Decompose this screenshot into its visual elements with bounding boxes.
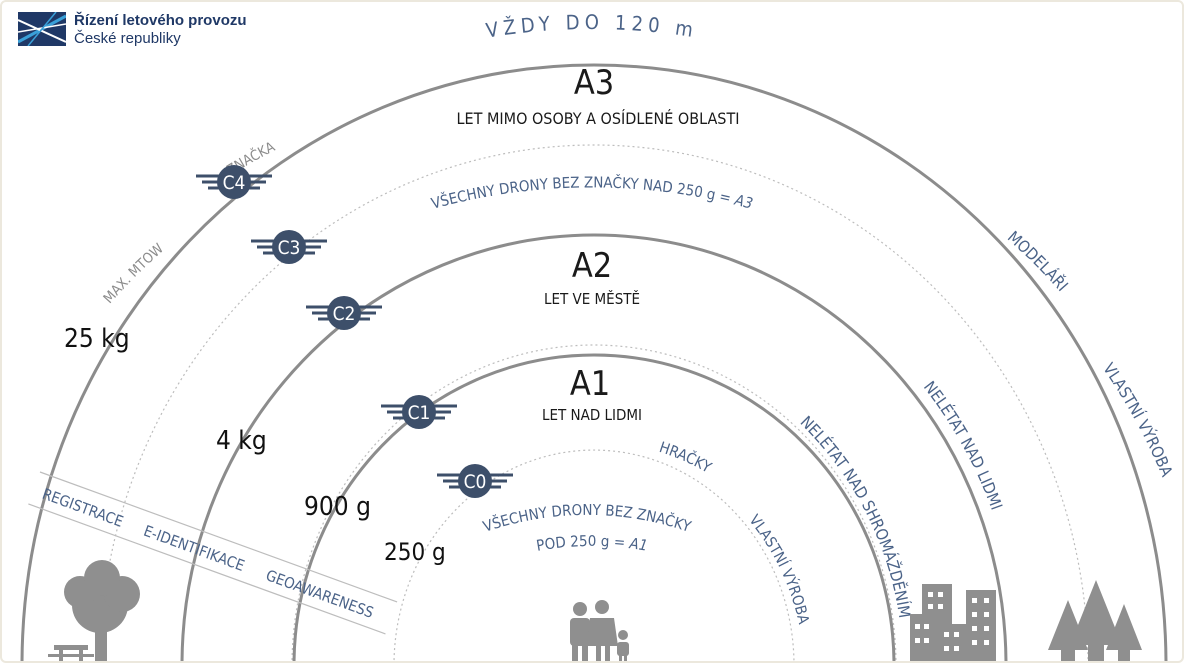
a1-title: A1 (570, 364, 610, 404)
badge-c2-label: C2 (333, 303, 356, 325)
max-mtow-label: MAX. MTOW (101, 240, 168, 306)
logo: Řízení letového provozu České republiky (18, 12, 247, 52)
weight-25kg: 25 kg (64, 324, 130, 354)
logo-line-2: České republiky (74, 30, 181, 47)
weight-4kg: 4 kg (216, 426, 267, 456)
a1-subtitle: LET NAD LIDMI (542, 406, 642, 424)
weight-250g: 250 g (384, 538, 446, 566)
a3-subtitle: LET MIMO OSOBY A OSÍDLENÉ OBLASTI (457, 109, 740, 128)
a2-subtitle: LET VE MĚSTĚ (544, 289, 640, 308)
note-a3: VŠECHNY DRONY BEZ ZNAČKY NAD 250 g = A3 (429, 173, 755, 213)
vlastni-vyroba-outer-label: VLASTNÍ VÝROBA (1099, 359, 1176, 479)
arc-a1 (292, 353, 896, 661)
city-buildings-icon (910, 584, 996, 661)
badge-c1-label: C1 (408, 402, 431, 424)
req-geoawareness: GEOAWARENESS (263, 566, 376, 622)
vlastni-vyroba-inner-label: VLASTNÍ VÝROBA (746, 511, 813, 626)
ceiling-label: VŽDY DO 120 m (484, 10, 699, 43)
badge-c4-label: C4 (223, 172, 246, 194)
badge-c4: C4 (196, 165, 272, 199)
weight-900g: 900 g (304, 492, 371, 522)
note-a1-line-2: POD 250 g = A1 (535, 532, 649, 555)
logo-text: Řízení letového provozu České republiky (74, 12, 247, 48)
hracky-label: HRAČKY (657, 438, 715, 477)
a3-title: A3 (574, 63, 614, 103)
badge-c1: C1 (381, 395, 457, 429)
neletat-nad-lidmi-label: NELÉTAT NAD LIDMI (920, 378, 1006, 513)
arc-a3-outer (20, 63, 1168, 661)
badge-c0-label: C0 (464, 471, 487, 493)
badge-c3-label: C3 (278, 237, 301, 259)
arc-a2 (180, 233, 1008, 661)
a2-title: A2 (572, 246, 612, 286)
badge-c2: C2 (306, 296, 382, 330)
family-icon (570, 600, 629, 661)
arc-dotted-inner (393, 449, 795, 661)
forest-icon (1048, 580, 1142, 661)
note-a1-line-1: VŠECHNY DRONY BEZ ZNAČKY (481, 501, 694, 536)
badge-c3: C3 (251, 230, 327, 264)
arc-dotted-mid (291, 344, 897, 661)
logo-line-1: Řízení letového provozu (74, 12, 247, 29)
arc-dotted-outer (99, 144, 1089, 661)
rlp-logo-icon (18, 12, 66, 46)
badge-c0: C0 (437, 464, 513, 498)
tree-bench-icon (48, 560, 140, 661)
